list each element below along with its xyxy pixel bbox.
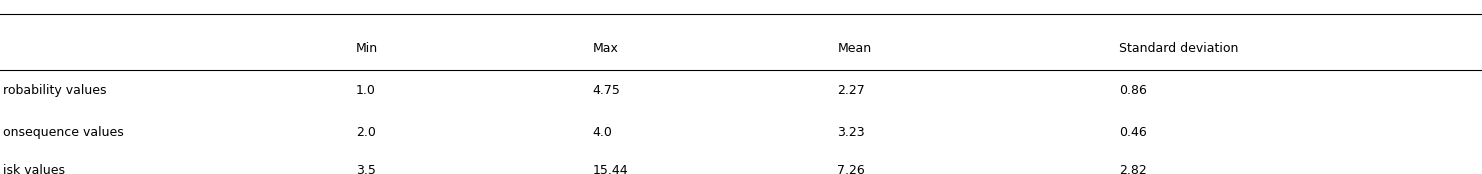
Text: Min: Min <box>356 42 378 55</box>
Text: 15.44: 15.44 <box>593 164 628 174</box>
Text: 7.26: 7.26 <box>837 164 865 174</box>
Text: 4.75: 4.75 <box>593 84 621 97</box>
Text: robability values: robability values <box>3 84 107 97</box>
Text: 0.86: 0.86 <box>1119 84 1147 97</box>
Text: 3.23: 3.23 <box>837 126 865 139</box>
Text: onsequence values: onsequence values <box>3 126 123 139</box>
Text: 0.46: 0.46 <box>1119 126 1147 139</box>
Text: 3.5: 3.5 <box>356 164 375 174</box>
Text: Mean: Mean <box>837 42 871 55</box>
Text: Standard deviation: Standard deviation <box>1119 42 1239 55</box>
Text: isk values: isk values <box>3 164 65 174</box>
Text: 2.0: 2.0 <box>356 126 375 139</box>
Text: 4.0: 4.0 <box>593 126 612 139</box>
Text: Max: Max <box>593 42 618 55</box>
Text: 2.27: 2.27 <box>837 84 865 97</box>
Text: 2.82: 2.82 <box>1119 164 1147 174</box>
Text: 1.0: 1.0 <box>356 84 375 97</box>
